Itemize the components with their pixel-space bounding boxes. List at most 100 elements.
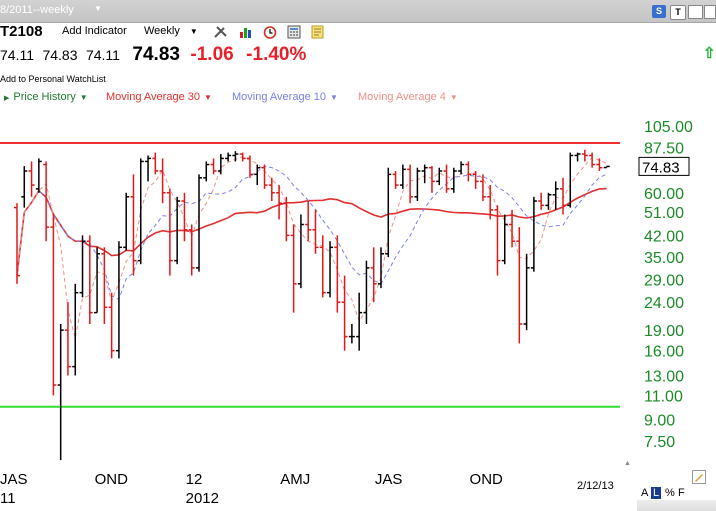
t-button[interactable]: T: [670, 5, 686, 20]
ohlc-bar: [530, 196, 537, 272]
date-range-dropdown-icon[interactable]: ▼: [94, 4, 102, 13]
scale-a-button[interactable]: A: [641, 487, 649, 499]
ohlc-bar: [86, 235, 93, 325]
scale-percent-button[interactable]: %: [665, 487, 675, 499]
ohlc-bar: [108, 292, 115, 359]
scale-f-button[interactable]: F: [678, 487, 685, 499]
moving-average-10-line: [16, 165, 607, 300]
ohlc-bar: [188, 224, 195, 276]
legend-price-history-label: Price History: [13, 91, 76, 103]
y-tick-label: 11.00: [644, 388, 683, 405]
ohlc-bar: [567, 152, 574, 208]
y-tick-label: 19.00: [644, 323, 684, 340]
y-tick-label: 60.00: [644, 186, 684, 203]
moving-average-lines: [16, 156, 607, 339]
ohlc-bar: [487, 185, 494, 220]
toggle-panel-icon[interactable]: [688, 5, 703, 19]
ohlc-bar: [261, 164, 268, 189]
add-indicator-button[interactable]: Add Indicator: [62, 25, 127, 37]
ohlc-bar: [472, 170, 479, 189]
y-tick-label: 7.50: [644, 434, 675, 451]
x-tick-label: AMJ: [280, 471, 310, 488]
ohlc-bar: [458, 161, 465, 175]
x-tick-label: OND: [95, 471, 129, 488]
s-button[interactable]: S: [652, 5, 666, 18]
y-tick-label: 42.00: [644, 228, 684, 245]
ohlc-bar: [516, 227, 523, 344]
ohlc-bar: [538, 192, 545, 210]
open-price: 74.11: [0, 47, 34, 63]
last-price-label: 74.83: [642, 159, 680, 176]
ohlc-bar: [35, 158, 42, 193]
ohlc-bar: [115, 241, 122, 359]
add-to-watchlist-link[interactable]: Add to Personal WatchList: [0, 74, 106, 84]
frequency-dropdown-icon[interactable]: ▼: [189, 27, 198, 36]
ohlc-bar: [436, 167, 443, 186]
frequency-select[interactable]: Weekly ▼: [144, 25, 198, 37]
legend-price-history[interactable]: ▶ Price History ▼: [4, 91, 88, 103]
chart-toolbar: T2108 Add Indicator Weekly ▼: [0, 22, 716, 42]
ohlc-bar: [290, 224, 297, 313]
ohlc-bar: [428, 166, 435, 193]
x-tick-label: JAS: [375, 471, 403, 488]
ohlc-bar: [479, 174, 486, 202]
ohlc-bars: [14, 149, 610, 461]
y-tick-label: 16.00: [644, 344, 684, 361]
chevron-down-icon[interactable]: ▼: [449, 93, 458, 102]
alarm-clock-icon[interactable]: [262, 25, 278, 39]
print-icon[interactable]: [704, 5, 716, 19]
calculator-icon[interactable]: [286, 25, 302, 39]
notes-icon[interactable]: [310, 25, 326, 39]
ohlc-bar: [392, 170, 399, 189]
y-tick-label: 13.00: [644, 368, 684, 385]
ohlc-bar: [312, 209, 319, 254]
ohlc-bar: [378, 247, 384, 289]
drawing-tools-icon[interactable]: [213, 25, 229, 39]
ohlc-bar: [443, 164, 450, 193]
ohlc-bar: [596, 158, 603, 171]
pencil-icon[interactable]: [692, 470, 706, 484]
ohlc-bar: [574, 152, 581, 162]
ohlc-bar: [356, 292, 363, 351]
legend-moving-average-30[interactable]: Moving Average 30 ▼: [106, 91, 212, 103]
scroll-up-icon[interactable]: ▲: [624, 460, 631, 467]
ohlc-bar: [603, 165, 610, 169]
ohlc-bar: [319, 235, 326, 298]
ohlc-bar: [545, 192, 552, 210]
y-tick-label: 29.00: [644, 273, 684, 290]
ohlc-bar: [203, 161, 210, 182]
ohlc-bar: [57, 324, 64, 461]
date-range-label[interactable]: 8/2011--weekly: [0, 4, 74, 16]
ohlc-bar: [334, 235, 341, 313]
y-tick-label: 105.00: [644, 119, 693, 136]
ohlc-bar: [64, 302, 71, 376]
chevron-down-icon[interactable]: ▼: [329, 93, 338, 102]
scale-l-button[interactable]: L: [651, 487, 662, 499]
ohlc-bar: [50, 214, 57, 396]
ohlc-bar: [348, 324, 355, 344]
last-price: 74.83: [132, 44, 180, 65]
ohlc-bar: [181, 192, 188, 242]
legend-moving-average-4[interactable]: Moving Average 4 ▼: [358, 91, 458, 103]
ohlc-bar: [21, 166, 28, 208]
x-tick-label: JAS: [0, 471, 28, 488]
chevron-down-icon[interactable]: ▼: [203, 93, 212, 102]
ohlc-bar: [327, 241, 334, 298]
legend-moving-average-10[interactable]: Moving Average 10 ▼: [232, 91, 338, 103]
ohlc-bar: [363, 260, 370, 325]
indicators-icon[interactable]: [238, 25, 254, 39]
ohlc-bar: [225, 152, 232, 162]
ohlc-bar: [276, 185, 283, 220]
price-chart[interactable]: 105.0087.5075.0060.0051.0042.0035.0029.0…: [0, 106, 716, 506]
ohlc-bar: [123, 192, 130, 251]
ohlc-bar: [101, 247, 108, 325]
status-strip: [637, 500, 716, 511]
chevron-down-icon[interactable]: ▼: [79, 93, 88, 102]
moving-average-30-line: [16, 187, 607, 276]
x-tick-label: 2012: [186, 490, 219, 506]
x-tick-label: OND: [470, 471, 504, 488]
ohlc-bar: [196, 174, 202, 272]
moving-average-4-line: [16, 156, 607, 339]
ohlc-bar: [79, 235, 86, 298]
ohlc-bar: [159, 158, 166, 204]
